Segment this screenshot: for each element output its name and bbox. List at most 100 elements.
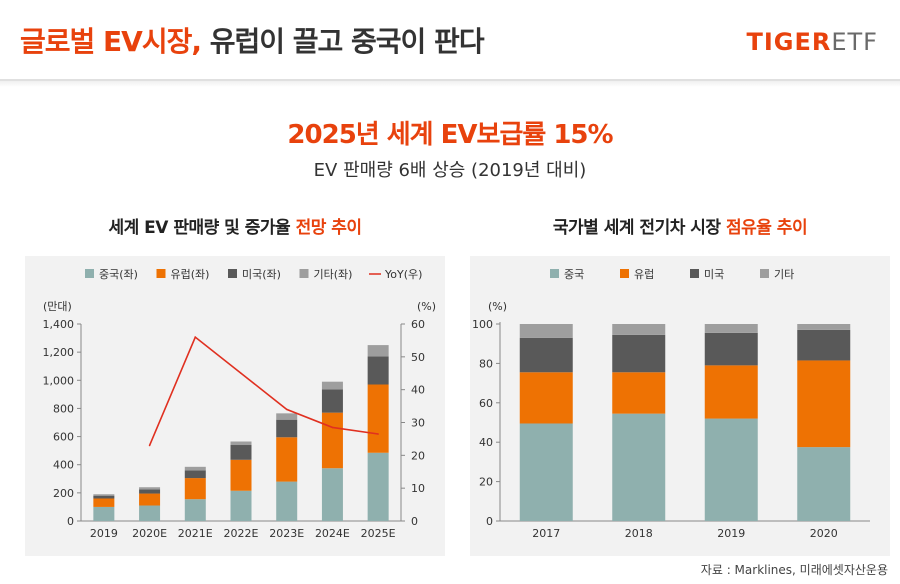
y-tick-label-right: 0 bbox=[411, 515, 418, 528]
bar-segment-0 bbox=[276, 481, 298, 521]
bar-segment-3 bbox=[276, 413, 298, 420]
bar-segment-1 bbox=[704, 365, 758, 419]
y-axis-label: (%) bbox=[488, 300, 507, 313]
legend-swatch-1 bbox=[620, 269, 629, 278]
bar-segment-2 bbox=[230, 445, 252, 460]
y-tick-label-left: 800 bbox=[53, 402, 74, 415]
y-tick-label-right: 60 bbox=[411, 318, 425, 331]
bar-segment-2 bbox=[93, 495, 115, 499]
bar-segment-0 bbox=[797, 447, 851, 521]
bar-segment-3 bbox=[612, 324, 666, 335]
bar-segment-1 bbox=[797, 360, 851, 448]
y-tick-label-right: 10 bbox=[411, 482, 425, 495]
x-tick-label: 2020E bbox=[132, 527, 167, 540]
logo-etf: ETF bbox=[831, 28, 878, 56]
bar-segment-0 bbox=[612, 413, 666, 521]
page-title: 글로벌 EV시장, 유럽이 끌고 중국이 판다 bbox=[20, 20, 485, 60]
bar-segment-3 bbox=[93, 494, 115, 496]
yoy-point bbox=[377, 433, 379, 435]
bar-segment-1 bbox=[184, 478, 206, 500]
x-tick-label: 2021E bbox=[178, 527, 213, 540]
header: 글로벌 EV시장, 유럽이 끌고 중국이 판다 TIGERETF bbox=[0, 0, 900, 80]
legend-label-1: 유럽(좌) bbox=[171, 267, 210, 281]
bar-segment-3 bbox=[704, 324, 758, 333]
tiger-etf-logo: TIGERETF bbox=[746, 28, 878, 56]
y-tick-label: 40 bbox=[479, 436, 493, 449]
bar-segment-2 bbox=[139, 489, 161, 494]
legend-swatch-1 bbox=[156, 269, 166, 278]
bar-segment-1 bbox=[612, 372, 666, 414]
bar-segment-0 bbox=[367, 452, 389, 521]
x-tick-label: 2024E bbox=[315, 527, 350, 540]
bar-segment-0 bbox=[704, 418, 758, 521]
left-chart-title-main: 세계 EV 판매량 및 증가율 bbox=[108, 218, 296, 238]
yoy-point bbox=[240, 372, 242, 375]
source-note: 자료 : Marklines, 미래에셋자산운용 bbox=[700, 563, 888, 577]
legend-label-0: 중국(좌) bbox=[99, 268, 138, 281]
right-chart-title-accent: 점유율 추이 bbox=[725, 218, 808, 238]
headline: 2025년 세계 EV보급률 15% bbox=[287, 120, 613, 150]
bar-segment-2 bbox=[184, 470, 206, 479]
header-divider bbox=[0, 79, 900, 87]
x-tick-label: 2019 bbox=[717, 527, 745, 540]
right-chart-panel: 중국 유럽 미국 기타 (%) 0 20 40 60 80 100 2017 2018 2019 2020 bbox=[470, 256, 890, 556]
y-tick-label: 20 bbox=[479, 476, 493, 489]
left-chart-title: 세계 EV 판매량 및 증가율 전망 추이 bbox=[25, 213, 445, 238]
legend-label-0: 중국 bbox=[564, 268, 584, 281]
y-tick-label-right: 40 bbox=[411, 384, 425, 397]
left-chart-title-accent: 전망 추이 bbox=[295, 218, 362, 238]
ev-sales-chart: 중국(좌) 유럽(좌) 미국(좌) 기타(좌) YoY(우)(만대) (%)0200400… bbox=[43, 267, 437, 540]
x-tick-label: 2017 bbox=[532, 527, 560, 540]
bar-segment-1 bbox=[519, 372, 573, 424]
bar-segment-1 bbox=[230, 459, 252, 491]
bar-segment-3 bbox=[367, 345, 389, 357]
legend-swatch-3 bbox=[760, 269, 769, 278]
y-tick-label-right: 20 bbox=[411, 449, 425, 462]
legend-label-3: 기타(좌) bbox=[314, 268, 353, 281]
yoy-point bbox=[194, 336, 197, 338]
right-chart-title-main: 국가별 세계 전기차 시장 bbox=[552, 218, 726, 238]
x-tick-label: 2020 bbox=[810, 527, 838, 540]
bar-segment-1 bbox=[321, 412, 343, 469]
bar-segment-2 bbox=[519, 337, 573, 373]
y-tick-label-right: 30 bbox=[411, 417, 425, 430]
bar-segment-1 bbox=[93, 498, 115, 507]
page-title-rest: 유럽이 끌고 중국이 판다 bbox=[200, 25, 485, 58]
y-tick-label-left: 1,200 bbox=[43, 346, 75, 359]
right-chart-title: 국가별 세계 전기차 시장 점유율 추이 bbox=[470, 213, 890, 238]
legend-label-3: 기타 bbox=[774, 268, 794, 281]
legend-label-4: YoY(우) bbox=[384, 268, 422, 281]
y-tick-label-right: 50 bbox=[411, 351, 425, 364]
bar-segment-0 bbox=[184, 499, 206, 521]
bar-segment-3 bbox=[519, 324, 573, 338]
bar-segment-0 bbox=[519, 423, 573, 521]
y-tick-label-left: 1,400 bbox=[43, 318, 75, 331]
bar-segment-0 bbox=[321, 468, 343, 521]
bar-segment-3 bbox=[139, 487, 161, 490]
legend-label-2: 미국(좌) bbox=[242, 268, 281, 281]
legend-swatch-2 bbox=[690, 269, 699, 278]
bar-segment-2 bbox=[704, 332, 758, 366]
y-tick-label: 60 bbox=[479, 397, 493, 410]
x-tick-label: 2025E bbox=[361, 527, 396, 540]
legend-label-1: 유럽 bbox=[634, 267, 654, 281]
yoy-point bbox=[285, 408, 288, 411]
y-axis-left-label: (만대) bbox=[43, 300, 72, 313]
bar-segment-2 bbox=[367, 356, 389, 385]
bar-segment-3 bbox=[321, 381, 343, 390]
bar-segment-1 bbox=[139, 493, 161, 506]
bar-segment-3 bbox=[797, 324, 851, 330]
bar-segment-0 bbox=[93, 506, 115, 521]
legend-label-2: 미국 bbox=[704, 268, 724, 281]
bar-segment-1 bbox=[276, 437, 298, 482]
legend-swatch-0 bbox=[85, 269, 94, 278]
yoy-line bbox=[148, 335, 379, 446]
y-tick-label-left: 200 bbox=[53, 487, 74, 500]
bar-segment-2 bbox=[321, 389, 343, 413]
bar-segment-2 bbox=[612, 334, 666, 373]
legend-swatch-2 bbox=[228, 269, 237, 278]
bar-segment-1 bbox=[367, 384, 389, 453]
y-tick-label-left: 600 bbox=[53, 431, 74, 444]
bar-segment-0 bbox=[230, 490, 252, 521]
bar-segment-3 bbox=[230, 441, 252, 446]
